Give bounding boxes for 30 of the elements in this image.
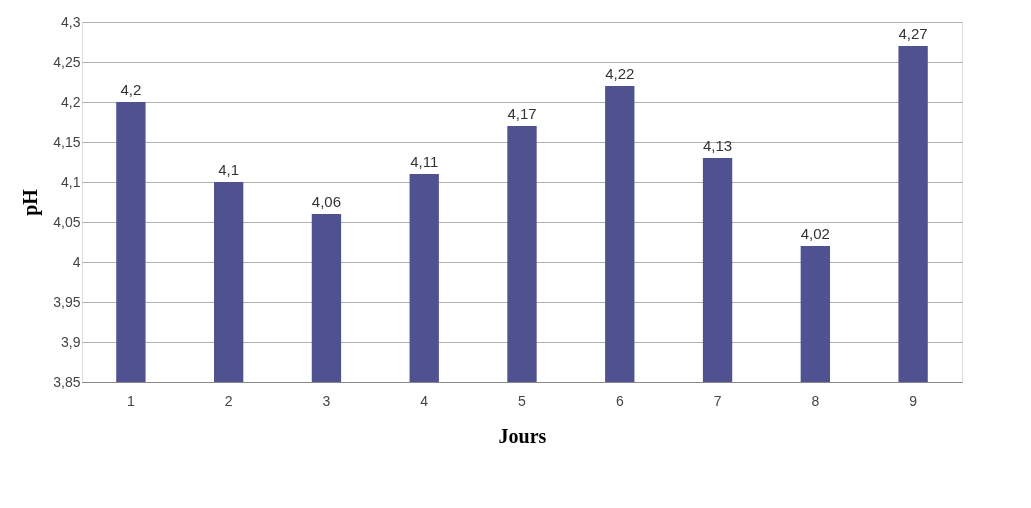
y-tick-label: 4,05 [53,213,81,230]
x-tick-label: 3 [322,392,331,409]
y-tick-label: 4,15 [53,133,81,150]
data-label: 4,11 [410,153,439,170]
y-tick-label: 4 [72,253,81,270]
data-label: 4,13 [702,137,733,154]
y-tick-label: 3,9 [61,333,81,350]
x-tick-label: 9 [909,392,918,409]
y-tick-label: 4,1 [61,173,81,190]
x-tick-label: 1 [126,392,135,409]
y-tick-label: 4,2 [61,93,81,110]
y-axis-title: pH [19,188,43,216]
x-tick-label: 5 [518,392,527,409]
data-label: 4,02 [800,225,830,242]
data-label: 4,06 [311,193,342,210]
y-tick-label: 4,25 [53,53,81,70]
data-label: 4,1 [218,161,240,178]
y-tick-label: 4,3 [61,13,81,30]
data-label: 4,17 [507,105,537,122]
x-tick-label: 7 [713,392,722,409]
y-tick-label: 3,85 [53,373,81,390]
x-tick-label: 8 [811,392,820,409]
x-tick-label: 2 [224,392,233,409]
data-label: 4,22 [605,65,635,82]
data-label: 4,27 [898,25,928,42]
x-axis-title: Jours [498,424,547,447]
data-label: 4,2 [120,81,142,98]
y-tick-label: 3,95 [53,293,81,310]
x-tick-label: 4 [420,392,429,409]
x-tick-label: 6 [615,392,624,409]
